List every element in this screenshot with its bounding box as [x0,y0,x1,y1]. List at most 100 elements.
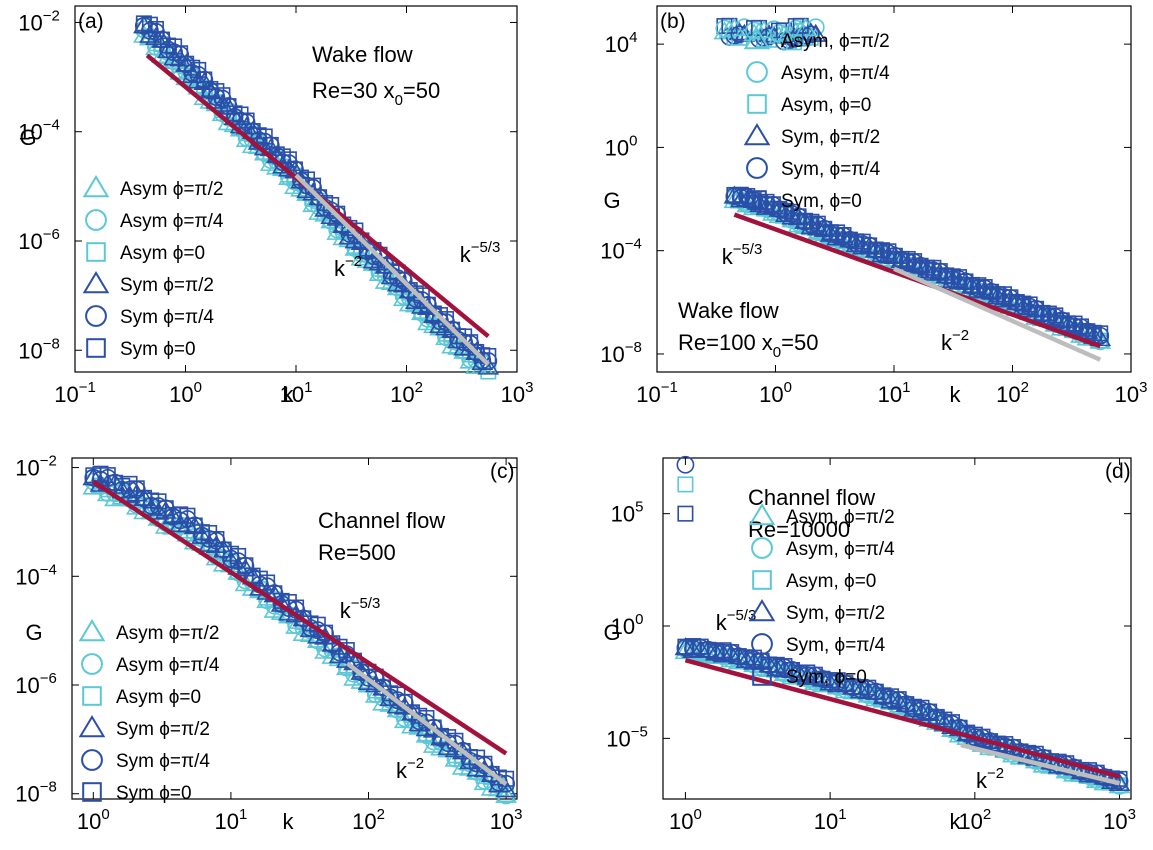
data-point [250,127,267,144]
fit-line-label: k−5/3 [716,607,757,635]
fit-line-label: k−2 [334,253,362,281]
data-point [728,22,751,41]
legend-entry: Asym ϕ=π/2 [120,179,223,200]
panel-1: 10−1 100 101 102 103 104 100 10−4 10−8 k Gk−5/3 k−2… [600,5,1148,407]
legend-marker [78,715,106,738]
legend-marker [85,305,107,327]
fit-line-label: k−2 [941,327,969,355]
y-axis-label: G [25,620,42,645]
data-point [477,356,500,375]
data-point [438,311,455,328]
legend-entry: Sym ϕ=π/2 [120,275,214,296]
k-5-3-line [92,479,508,756]
data-point [419,296,436,313]
data-point [799,22,822,41]
legend-marker [81,749,103,771]
data-point [723,18,746,37]
x-tick-label: 102 [996,379,1029,407]
data-point [118,484,141,503]
x-tick-label: 10−1 [54,379,96,407]
panel-3: 100 101 102 103 105 100 10−5 k G k−5/3 k−2 (d) Chann… [603,455,1136,834]
x-tick-label: 103 [490,806,523,834]
legend-entry: Sym, ϕ=π/2 [786,603,885,624]
x-axis-label: k [950,382,962,407]
legend-marker [752,570,772,590]
legend-entry: Asym, ϕ=π/4 [786,539,895,560]
y-tick-label: 10−6 [18,226,60,254]
data-markers [674,637,1131,795]
legend: Asym ϕ=π/2 Asym ϕ=π/4 Asym ϕ=0 Sym ϕ=π/2 Sym… [82,175,224,360]
data-point [184,59,201,76]
data-point [794,18,817,37]
axes-box [71,457,518,800]
data-point [677,476,694,493]
data-point [172,45,189,62]
fit-line-label: k−2 [396,755,424,783]
legend: Asym, ϕ=π/2 Asym, ϕ=π/4 Asym, ϕ=0 Sym, ϕ=π/… [748,503,895,688]
x-tick-label: 101 [214,806,247,834]
legend-marker [747,190,767,210]
data-point [147,501,170,520]
legend-entry: Asym, ϕ=0 [786,571,876,592]
data-point [479,352,498,370]
data-point [431,307,448,324]
data-point [425,305,442,322]
x-tick-label: 103 [1103,806,1136,834]
flow-title: Wake flow [678,298,779,323]
legend-entry: Sym ϕ=π/4 [116,751,210,772]
legend-entry: Sym ϕ=π/2 [116,719,210,740]
data-point [758,24,780,43]
flow-title: Wake flow [312,42,413,67]
x-tick-label: 103 [1115,379,1148,407]
legend-entry: Asym, ϕ=0 [781,95,871,116]
data-point [676,455,695,474]
flow-title: Channel flow [748,485,875,510]
k-2-line [345,661,508,786]
legend-entry: Asym, ϕ=π/4 [781,63,890,84]
data-point [187,70,210,89]
data-point [786,19,805,38]
data-point [329,205,346,222]
x-tick-label: 101 [280,379,313,407]
data-point [753,20,775,39]
x-tick-label: 100 [77,806,110,834]
legend-entry: Asym ϕ=0 [116,687,201,708]
y-tick-label: 10−4 [600,236,642,264]
data-point [262,136,279,153]
panel-label: (b) [660,10,686,33]
legend-entry: Sym, ϕ=0 [781,191,862,212]
k-2-line [294,173,490,367]
data-point [196,71,213,88]
data-point [178,55,195,72]
data-point [238,112,255,129]
data-point [473,351,492,370]
legend-entry: Sym, ϕ=π/4 [786,635,886,656]
legend-entry: Sym, ϕ=π/2 [781,127,880,148]
x-tick-label: 100 [759,379,792,407]
legend-marker [747,94,767,114]
data-point [359,240,376,257]
data-point [792,17,809,34]
cluster-markers [676,455,695,522]
flow-params: Re=30 x0=50 [312,78,440,109]
legend-marker [82,271,110,294]
legend-marker [743,27,771,50]
legend-marker [743,123,771,146]
x-tick-label: 102 [352,806,385,834]
legend-entry: Asym ϕ=π/4 [120,211,224,232]
y-tick-label: 10−2 [15,453,57,481]
panel-label: (a) [78,10,104,33]
data-point [1111,770,1128,787]
data-point [407,285,424,302]
data-point [677,505,694,522]
y-tick-label: 10−8 [18,335,60,363]
panel-label: (d) [1105,460,1131,483]
legend: Asym, ϕ=π/2 Asym, ϕ=π/4 Asym, ϕ=0 Sym, ϕ=π/… [743,27,890,212]
x-axis-label: k [283,809,295,834]
data-markers [723,185,1112,351]
legend-entry: Asym, ϕ=π/2 [786,507,895,528]
x-tick-label: 102 [390,379,423,407]
y-tick-label: 100 [605,132,638,160]
fit-line-label: k−5/3 [460,239,501,267]
